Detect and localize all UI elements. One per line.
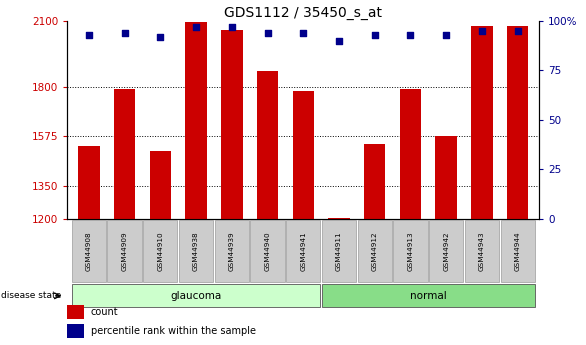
Text: GSM44908: GSM44908 <box>86 231 92 271</box>
FancyBboxPatch shape <box>214 220 249 282</box>
Text: GSM44913: GSM44913 <box>407 231 414 271</box>
Bar <box>507 26 529 219</box>
Bar <box>328 218 350 219</box>
Text: glaucoma: glaucoma <box>171 291 222 301</box>
Bar <box>471 26 493 219</box>
Text: count: count <box>91 307 118 317</box>
Text: GSM44911: GSM44911 <box>336 231 342 271</box>
Point <box>441 32 451 37</box>
Text: normal: normal <box>410 291 447 301</box>
Text: GSM44939: GSM44939 <box>229 231 235 271</box>
Text: GSM44940: GSM44940 <box>264 231 271 271</box>
FancyBboxPatch shape <box>286 220 321 282</box>
Point <box>477 28 486 33</box>
Point <box>513 28 522 33</box>
Title: GDS1112 / 35450_s_at: GDS1112 / 35450_s_at <box>224 6 382 20</box>
Point <box>298 30 308 36</box>
Text: GSM44942: GSM44942 <box>443 231 449 271</box>
FancyBboxPatch shape <box>322 284 535 307</box>
Bar <box>185 22 207 219</box>
Bar <box>67 324 84 338</box>
Point <box>263 30 272 36</box>
Bar <box>78 146 100 219</box>
FancyBboxPatch shape <box>429 220 464 282</box>
FancyBboxPatch shape <box>393 220 428 282</box>
Bar <box>257 71 278 219</box>
Text: percentile rank within the sample: percentile rank within the sample <box>91 326 256 336</box>
Text: GSM44938: GSM44938 <box>193 231 199 271</box>
Point <box>192 24 201 29</box>
Bar <box>400 89 421 219</box>
FancyBboxPatch shape <box>500 220 535 282</box>
Bar <box>292 91 314 219</box>
Text: GSM44912: GSM44912 <box>372 231 378 271</box>
FancyBboxPatch shape <box>250 220 285 282</box>
Bar <box>221 30 243 219</box>
Bar <box>435 136 457 219</box>
Text: GSM44944: GSM44944 <box>515 231 521 271</box>
FancyBboxPatch shape <box>179 220 213 282</box>
Point <box>334 38 343 43</box>
Text: GSM44909: GSM44909 <box>121 231 128 271</box>
Point <box>120 30 130 36</box>
Text: GSM44941: GSM44941 <box>300 231 306 271</box>
FancyBboxPatch shape <box>465 220 499 282</box>
Text: GSM44943: GSM44943 <box>479 231 485 271</box>
FancyBboxPatch shape <box>322 220 356 282</box>
FancyBboxPatch shape <box>357 220 392 282</box>
FancyBboxPatch shape <box>71 220 106 282</box>
FancyBboxPatch shape <box>107 220 142 282</box>
Point <box>227 24 237 29</box>
FancyBboxPatch shape <box>143 220 178 282</box>
Point <box>370 32 379 37</box>
Bar <box>364 144 386 219</box>
Point <box>84 32 94 37</box>
Bar <box>114 89 135 219</box>
Point <box>406 32 415 37</box>
Bar <box>67 306 84 319</box>
Text: GSM44910: GSM44910 <box>157 231 163 271</box>
Point <box>156 34 165 39</box>
Text: disease state: disease state <box>1 291 62 300</box>
Bar <box>149 151 171 219</box>
FancyBboxPatch shape <box>71 284 321 307</box>
